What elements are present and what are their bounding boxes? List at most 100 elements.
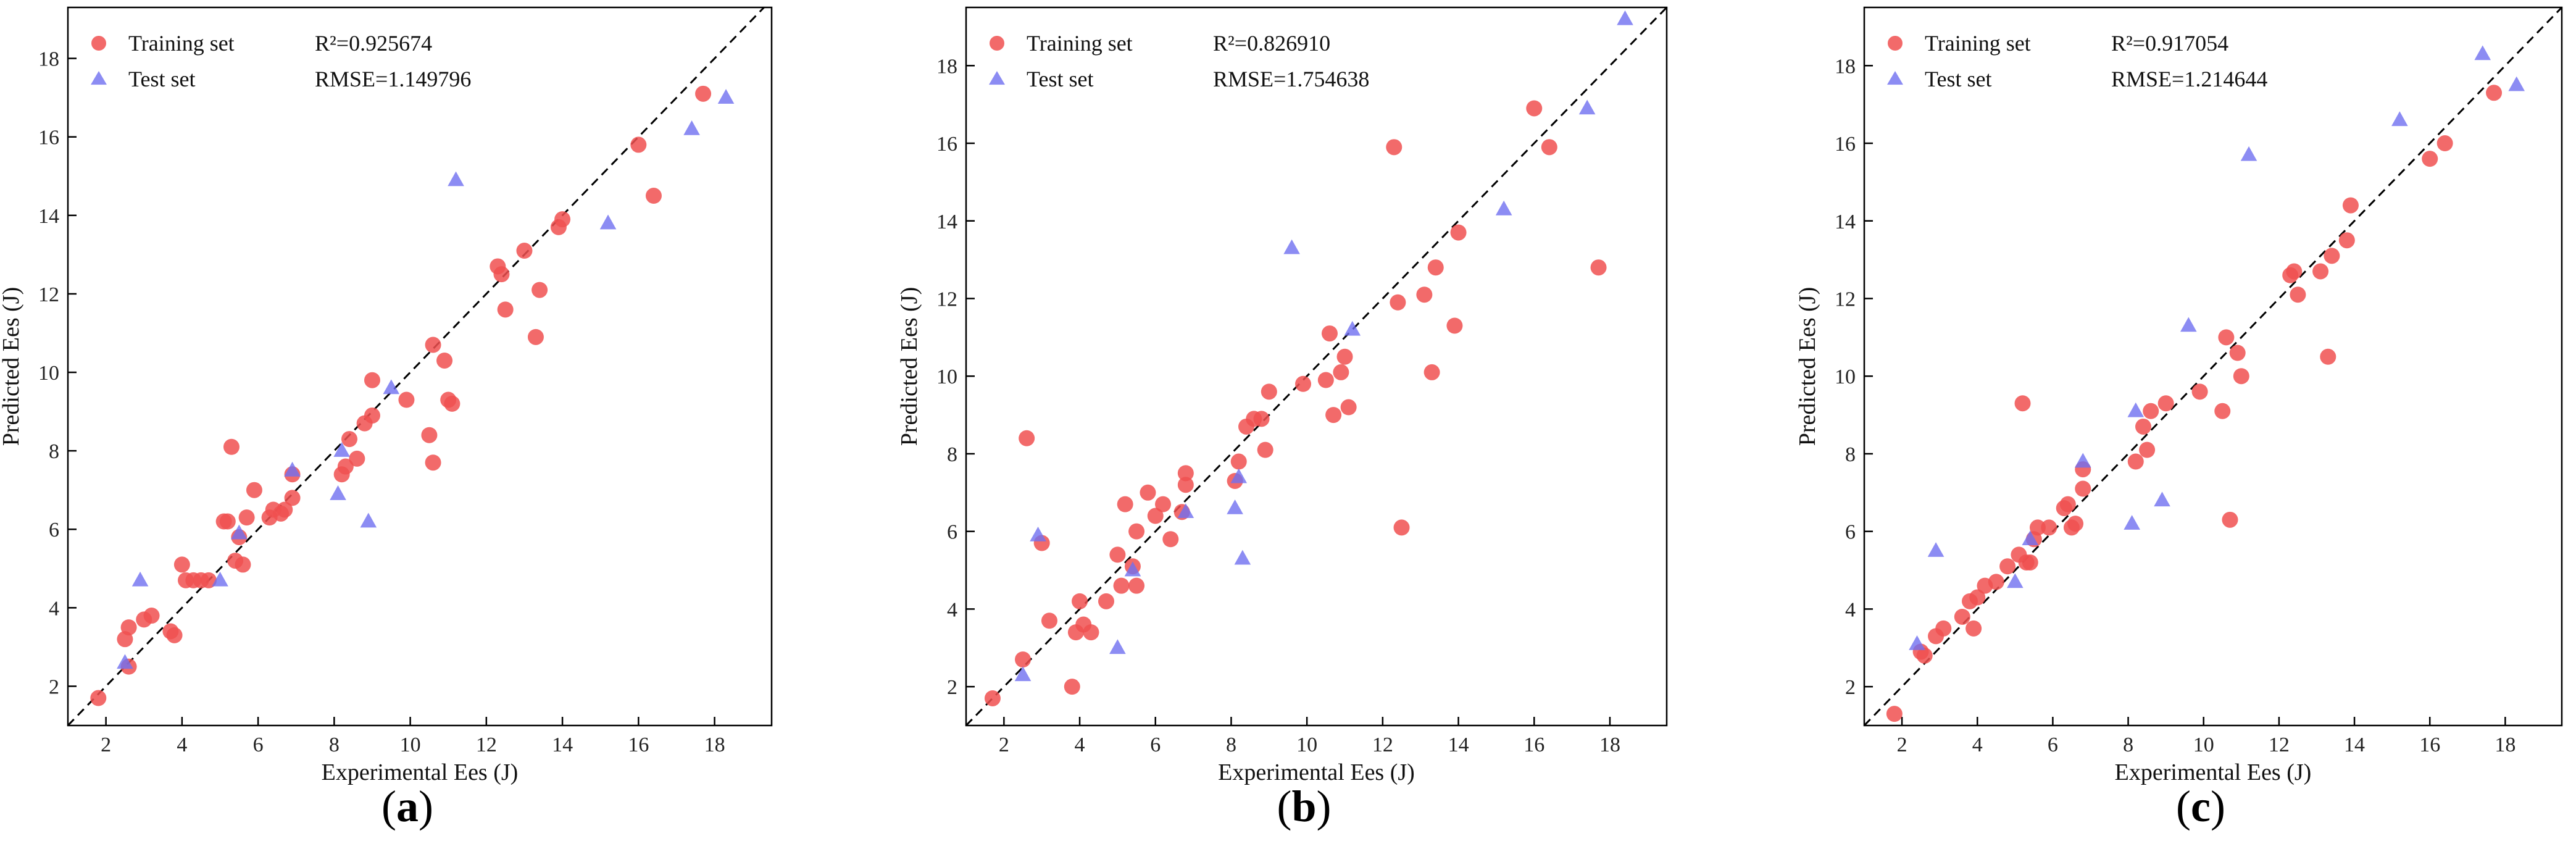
training-point — [1886, 706, 1903, 722]
identity-line — [965, 6, 1668, 727]
training-point — [1261, 383, 1277, 400]
training-point — [1128, 523, 1145, 540]
training-point — [421, 427, 438, 443]
training-point — [1427, 259, 1444, 276]
training-point — [1177, 465, 1194, 482]
identity-line — [1863, 6, 2563, 727]
test-point — [1227, 499, 1243, 514]
training-point — [1295, 375, 1312, 392]
training-point — [2229, 345, 2246, 361]
training-point — [2222, 511, 2238, 528]
training-point — [1072, 593, 1088, 609]
test-point — [1283, 239, 1300, 254]
test-point — [230, 524, 248, 540]
rmse-label: RMSE=1.214644 — [2111, 67, 2267, 91]
y-tick-label: 4 — [49, 597, 59, 620]
legend-training-label: Training set — [1027, 31, 1133, 56]
legend-training-marker — [91, 36, 106, 51]
training-point — [1590, 259, 1607, 276]
x-tick-label: 12 — [476, 734, 497, 756]
training-point — [425, 454, 441, 471]
training-point — [1064, 679, 1080, 695]
training-point — [1177, 477, 1194, 493]
training-point — [2214, 403, 2231, 419]
training-point — [2286, 263, 2303, 280]
training-point — [1325, 407, 1342, 424]
training-point — [2067, 516, 2084, 532]
legend: Training set R²=0.917054 Test set RMSE=1.21… — [1887, 31, 2267, 91]
x-tick-label: 8 — [329, 734, 340, 756]
legend-test-label: Test set — [1027, 67, 1093, 91]
x-tick-label: 12 — [2269, 734, 2290, 756]
training-point — [695, 85, 712, 102]
y-tick-label: 2 — [947, 676, 957, 699]
legend-test-label: Test set — [1925, 67, 1991, 91]
training-point — [2218, 329, 2235, 346]
test-point — [117, 654, 133, 669]
x-tick-label: 2 — [999, 734, 1009, 756]
training-point — [645, 188, 662, 204]
y-tick-label: 8 — [1845, 443, 1856, 466]
y-tick-label: 6 — [49, 519, 59, 541]
y-tick-label: 16 — [1835, 133, 1856, 156]
test-point — [2391, 111, 2408, 127]
y-tick-label: 18 — [1835, 55, 1856, 78]
training-point — [1113, 577, 1130, 594]
legend-test-marker — [91, 71, 107, 85]
y-tick-label: 12 — [38, 283, 59, 306]
x-tick-label: 10 — [2193, 734, 2214, 756]
training-point — [1423, 364, 1440, 380]
x-tick-label: 6 — [1150, 734, 1161, 756]
training-point — [2127, 453, 2144, 470]
training-point — [1317, 372, 1334, 388]
test-point — [360, 512, 377, 528]
x-tick-label: 12 — [1372, 734, 1393, 756]
x-tick-label: 8 — [1226, 734, 1236, 756]
panel-label: (c) — [2176, 782, 2225, 831]
test-point — [330, 485, 346, 500]
test-point — [448, 171, 464, 186]
y-tick-label: 12 — [936, 288, 957, 311]
x-tick-label: 2 — [101, 734, 111, 756]
training-point — [1954, 608, 1970, 625]
y-tick-label: 10 — [1835, 366, 1856, 388]
y-tick-label: 10 — [38, 362, 59, 385]
training-point — [2014, 395, 2031, 412]
test-point — [2240, 146, 2257, 161]
x-axis-title: Experimental Ees (J) — [322, 759, 519, 785]
test-point — [1617, 10, 1633, 25]
training-point — [1969, 589, 1986, 606]
training-point — [173, 556, 190, 573]
training-point — [554, 211, 571, 228]
y-tick-label: 10 — [936, 366, 957, 388]
training-point — [1340, 399, 1357, 416]
legend-test-marker — [1887, 71, 1903, 85]
panel-c: 2 4 6 8 10 12 14 16 18 2 4 6 8 10 12 14 16 18 Experimental… — [1794, 6, 2563, 831]
training-point — [246, 482, 262, 498]
training-point — [120, 619, 137, 636]
test-point — [2127, 402, 2145, 417]
training-point — [1041, 612, 1057, 629]
rmse-label: RMSE=1.754638 — [1213, 67, 1369, 91]
training-point — [1526, 100, 1543, 117]
training-point — [1965, 620, 1982, 637]
x-tick-label: 18 — [2495, 734, 2516, 756]
test-point — [683, 120, 700, 135]
legend-training-marker — [990, 36, 1004, 51]
training-point — [1015, 651, 1032, 668]
y-tick-label: 8 — [947, 443, 957, 466]
training-point — [2075, 480, 2091, 497]
training-point — [2135, 418, 2151, 435]
test-point — [599, 214, 617, 230]
training-point — [1916, 647, 1933, 664]
training-point — [425, 337, 441, 353]
training-point — [2312, 263, 2329, 280]
panel-b: 2 4 6 8 10 12 14 16 18 2 4 6 8 10 12 14 16 18 Experimental… — [896, 6, 1668, 831]
training-point — [341, 431, 357, 448]
training-point — [277, 501, 293, 518]
training-point — [2191, 383, 2208, 400]
training-point — [2022, 554, 2038, 571]
test-point — [2124, 515, 2140, 530]
y-axis-title: Predicted Ees (J) — [0, 287, 24, 446]
